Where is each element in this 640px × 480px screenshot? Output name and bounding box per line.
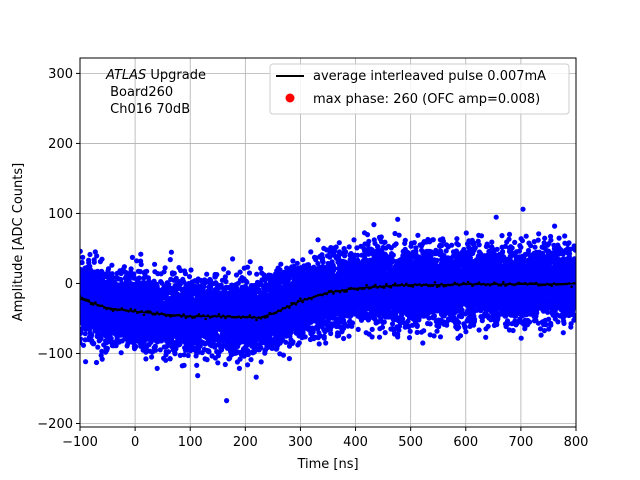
sample-point bbox=[82, 331, 88, 337]
sample-point bbox=[308, 249, 314, 255]
sample-point bbox=[346, 244, 352, 250]
sample-point bbox=[215, 360, 221, 366]
sample-point bbox=[202, 356, 208, 362]
sample-point bbox=[154, 365, 160, 371]
sample-point bbox=[95, 344, 101, 350]
sample-points bbox=[80, 206, 576, 404]
sample-point bbox=[80, 248, 83, 254]
sample-point bbox=[415, 232, 421, 238]
sample-point bbox=[286, 356, 292, 362]
sample-point bbox=[475, 238, 481, 244]
sample-point bbox=[518, 335, 524, 341]
sample-point bbox=[167, 257, 173, 263]
sample-point bbox=[382, 239, 388, 245]
sample-point bbox=[483, 334, 489, 340]
sample-point bbox=[525, 247, 532, 254]
sample-point bbox=[83, 359, 89, 365]
sample-point bbox=[237, 269, 243, 275]
sample-point bbox=[420, 340, 426, 346]
sample-point bbox=[248, 357, 254, 363]
sample-point bbox=[375, 319, 381, 325]
sample-point bbox=[186, 274, 193, 280]
sample-point bbox=[188, 267, 194, 273]
sample-point bbox=[152, 261, 158, 267]
sample-point bbox=[118, 350, 124, 356]
sample-point bbox=[300, 257, 306, 263]
sample-point bbox=[233, 272, 240, 278]
sample-point bbox=[355, 326, 361, 332]
sample-point bbox=[316, 341, 322, 347]
sample-point bbox=[315, 260, 321, 267]
sample-point bbox=[93, 359, 100, 366]
sample-point bbox=[519, 238, 526, 244]
sample-point bbox=[80, 259, 85, 266]
sample-point bbox=[535, 237, 541, 243]
sample-point bbox=[523, 233, 529, 239]
sample-point bbox=[406, 335, 413, 341]
sample-point bbox=[204, 271, 210, 277]
sample-point bbox=[371, 222, 377, 228]
sample-point bbox=[195, 373, 201, 379]
sample-point bbox=[402, 237, 408, 243]
sample-point bbox=[376, 334, 383, 340]
sample-point bbox=[395, 216, 401, 222]
sample-point bbox=[454, 236, 460, 242]
sample-point bbox=[536, 231, 542, 237]
sample-point bbox=[506, 327, 512, 333]
sample-point bbox=[476, 327, 482, 333]
sample-point bbox=[141, 275, 147, 281]
sample-point bbox=[555, 319, 561, 325]
sample-point bbox=[194, 362, 200, 368]
sample-point bbox=[427, 332, 433, 338]
sample-point bbox=[499, 233, 505, 239]
sample-point bbox=[230, 256, 236, 262]
sample-point bbox=[167, 356, 173, 362]
sample-point bbox=[341, 335, 347, 342]
sample-point bbox=[542, 235, 548, 241]
sample-point bbox=[246, 270, 253, 276]
sample-point bbox=[541, 328, 548, 334]
sample-point bbox=[245, 362, 251, 368]
sample-point bbox=[129, 254, 135, 260]
sample-point bbox=[290, 258, 296, 264]
sample-point bbox=[321, 335, 327, 341]
